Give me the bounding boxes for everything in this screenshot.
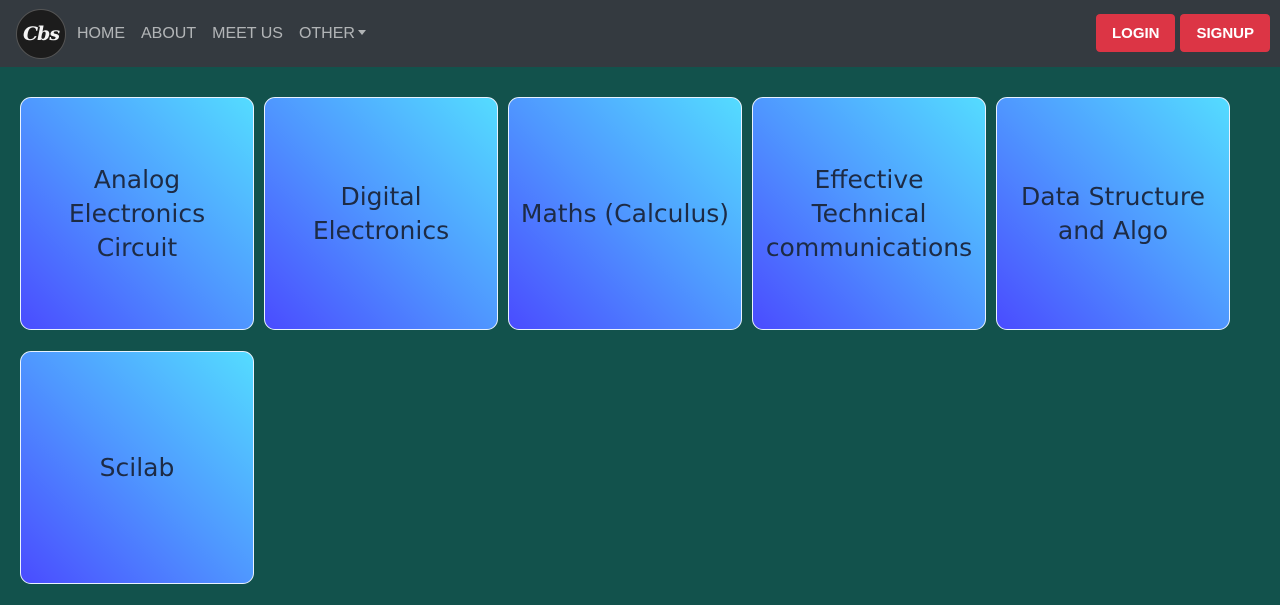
subject-card-title: Digital Electronics [312,181,450,245]
nav-links: HOME ABOUT MEET US OTHER [77,0,382,67]
logo-text: Cbs [22,23,60,45]
auth-buttons: LOGIN SIGNUP [1091,14,1270,52]
nav-meet-us-link[interactable]: MEET US [212,24,283,42]
subject-cards: Analog Electronics Circuit Digital Elect… [20,97,1260,605]
subject-card-technical-communications[interactable]: Effective Technical communications [752,97,986,330]
subject-card-maths-calculus[interactable]: Maths (Calculus) [508,97,742,330]
nav-about-link[interactable]: ABOUT [141,24,197,42]
subject-card-title: Maths (Calculus) [520,198,730,228]
login-button[interactable]: LOGIN [1095,14,1176,52]
nav-other-dropdown[interactable]: OTHER [299,25,366,43]
caret-down-icon [357,30,366,35]
signup-button[interactable]: SIGNUP [1180,14,1270,52]
subject-card-digital-electronics[interactable]: Digital Electronics [264,97,498,330]
logo[interactable]: Cbs [16,9,66,59]
subject-card-analog-electronics[interactable]: Analog Electronics Circuit [20,97,254,330]
subject-card-data-structure[interactable]: Data Structure and Algo [996,97,1230,330]
subject-card-title: Effective Technical communications [765,164,973,262]
navbar: Cbs HOME ABOUT MEET US OTHER LOGIN SIGNU… [0,0,1280,67]
subject-card-title: Data Structure and Algo [1021,181,1205,245]
subject-card-scilab[interactable]: Scilab [20,351,254,584]
subject-card-title: Analog Electronics Circuit [68,164,206,262]
nav-home-link[interactable]: HOME [77,24,125,42]
subject-card-title: Scilab [99,452,175,482]
